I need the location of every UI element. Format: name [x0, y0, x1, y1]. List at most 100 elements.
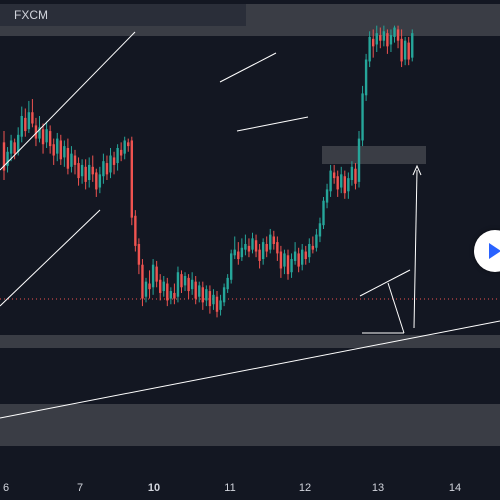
target-arrow-head: [412, 164, 422, 176]
bearish-candle: [52, 144, 55, 156]
bullish-candle: [169, 291, 173, 299]
bearish-candle: [407, 42, 410, 60]
bearish-candle: [166, 283, 169, 301]
support-zone: [0, 335, 500, 348]
bullish-candle: [301, 249, 304, 265]
bullish-candle: [233, 249, 236, 256]
bullish-candle: [411, 33, 414, 58]
bearish-candle: [354, 168, 357, 184]
bearish-candle: [105, 163, 109, 175]
symbol-legend[interactable]: FXCM: [0, 4, 246, 26]
bullish-candle: [198, 285, 201, 297]
bearish-candle: [265, 244, 268, 252]
bullish-candle: [38, 127, 41, 139]
bullish-candle: [269, 234, 272, 250]
bullish-candle: [183, 276, 187, 286]
bearish-candle: [66, 148, 70, 169]
bullish-candle: [176, 272, 180, 297]
bearish-candle: [127, 142, 130, 147]
bearish-candle: [286, 255, 290, 275]
bearish-candle: [304, 251, 307, 260]
time-axis[interactable]: 6 7 10 11 12 13 14: [3, 482, 461, 494]
bearish-candle: [180, 274, 183, 288]
bullish-candle: [80, 164, 84, 177]
x-tick-label: 7: [77, 482, 83, 494]
bullish-candle: [226, 277, 229, 290]
bearish-candle: [343, 176, 346, 194]
x-tick-label: 6: [3, 482, 9, 494]
bearish-candle: [276, 242, 279, 254]
bullish-candle: [27, 112, 31, 130]
bearish-candle: [130, 140, 133, 218]
channel-upper-line[interactable]: [0, 31, 136, 171]
bullish-candle: [403, 40, 407, 60]
bearish-candle: [194, 281, 197, 299]
channel-lower-line[interactable]: [0, 209, 101, 307]
bearish-candle: [137, 244, 141, 265]
bullish-candle: [364, 59, 368, 96]
bullish-candle: [240, 247, 244, 258]
long-trendline[interactable]: [0, 320, 500, 419]
flag-diagonal-line[interactable]: [387, 282, 405, 334]
bearish-candle: [119, 149, 123, 156]
bullish-candle: [219, 300, 222, 310]
bullish-candle: [6, 151, 9, 166]
bullish-candle: [190, 279, 194, 290]
bullish-candle: [361, 93, 364, 141]
bearish-candle: [396, 29, 400, 41]
bullish-candle: [244, 244, 247, 250]
bullish-candle: [123, 140, 126, 154]
bullish-candle: [151, 264, 155, 288]
bullish-candle: [222, 287, 226, 303]
wedge-lower-line[interactable]: [236, 116, 309, 132]
bearish-candle: [159, 279, 162, 293]
bullish-candle: [393, 27, 396, 37]
target-arrow-shaft[interactable]: [413, 169, 418, 329]
bearish-candle: [297, 253, 300, 267]
bearish-candle: [155, 266, 158, 282]
bearish-candle: [311, 245, 315, 250]
bearish-candle: [31, 112, 34, 124]
bearish-candle: [272, 236, 275, 244]
bearish-candle: [84, 166, 87, 182]
bearish-candle: [258, 249, 261, 261]
bullish-candle: [325, 189, 329, 203]
bearish-candle: [91, 166, 94, 175]
bullish-candle: [308, 244, 311, 258]
bullish-candle: [375, 33, 378, 45]
bullish-candle: [368, 36, 371, 62]
supply-zone: [322, 146, 426, 164]
bearish-candle: [400, 38, 403, 62]
bearish-candle: [254, 240, 258, 252]
bearish-candle: [73, 155, 77, 165]
lower-demand-zone: [0, 404, 500, 446]
wedge-upper-line[interactable]: [219, 52, 277, 83]
flag-upper-line[interactable]: [359, 269, 411, 297]
bullish-candle: [56, 138, 59, 154]
bearish-candle: [141, 264, 144, 299]
bullish-candle: [230, 253, 233, 280]
bullish-candle: [283, 253, 286, 267]
bearish-candle: [187, 277, 190, 292]
bullish-candle: [293, 251, 297, 261]
bullish-candle: [20, 116, 23, 137]
bearish-candle: [379, 35, 382, 41]
bullish-candle: [9, 140, 13, 154]
bearish-candle: [215, 296, 219, 312]
bullish-candle: [88, 164, 91, 180]
bullish-candle: [102, 161, 105, 177]
x-tick-label: 11: [224, 482, 235, 494]
x-tick-label: 10: [148, 482, 160, 494]
bullish-candle: [261, 242, 265, 260]
bullish-candle: [350, 166, 354, 180]
bearish-candle: [201, 287, 204, 303]
bullish-candle: [144, 281, 148, 297]
x-tick-label: 14: [449, 482, 461, 494]
bearish-candle: [77, 163, 80, 179]
play-icon: [489, 243, 500, 259]
bullish-candle: [70, 153, 73, 167]
bearish-candle: [237, 251, 240, 260]
bearish-candle: [134, 215, 137, 246]
